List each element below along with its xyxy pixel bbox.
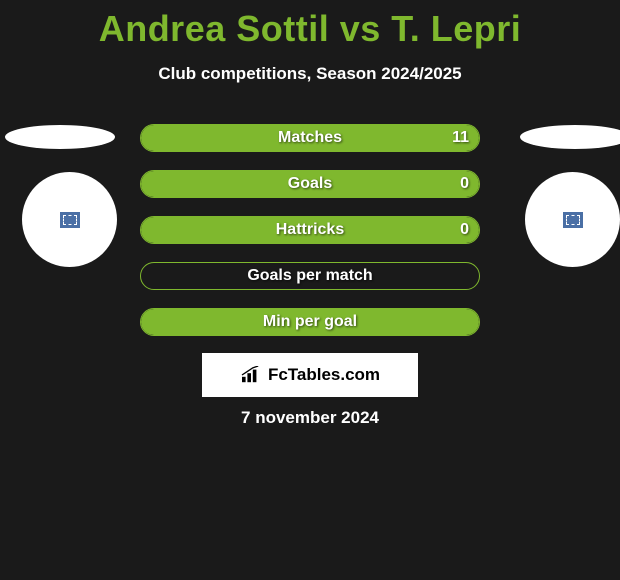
chart-icon bbox=[240, 366, 262, 384]
stat-row-matches: Matches 11 bbox=[140, 124, 480, 152]
stats-container: Matches 11 Goals 0 Hattricks 0 Goals per… bbox=[140, 124, 480, 354]
player-right-avatar bbox=[525, 172, 620, 267]
placeholder-icon bbox=[563, 212, 583, 228]
stat-row-goals-per-match: Goals per match bbox=[140, 262, 480, 290]
stat-row-hattricks: Hattricks 0 bbox=[140, 216, 480, 244]
player-left-ellipse bbox=[5, 125, 115, 149]
stat-label: Goals per match bbox=[247, 267, 372, 285]
stat-value: 11 bbox=[452, 129, 469, 147]
player-right-ellipse bbox=[520, 125, 620, 149]
page-subtitle: Club competitions, Season 2024/2025 bbox=[0, 64, 620, 84]
brand-text: FcTables.com bbox=[268, 365, 380, 385]
stat-value: 0 bbox=[460, 175, 469, 193]
stat-label: Matches bbox=[278, 129, 342, 147]
stat-row-min-per-goal: Min per goal bbox=[140, 308, 480, 336]
placeholder-icon bbox=[60, 212, 80, 228]
page-title: Andrea Sottil vs T. Lepri bbox=[0, 0, 620, 50]
stat-label: Goals bbox=[288, 175, 332, 193]
stat-label: Hattricks bbox=[276, 221, 344, 239]
stat-row-goals: Goals 0 bbox=[140, 170, 480, 198]
stat-value: 0 bbox=[460, 221, 469, 239]
stat-label: Min per goal bbox=[263, 313, 357, 331]
date-text: 7 november 2024 bbox=[0, 408, 620, 428]
brand-box[interactable]: FcTables.com bbox=[202, 353, 418, 397]
player-left-avatar bbox=[22, 172, 117, 267]
